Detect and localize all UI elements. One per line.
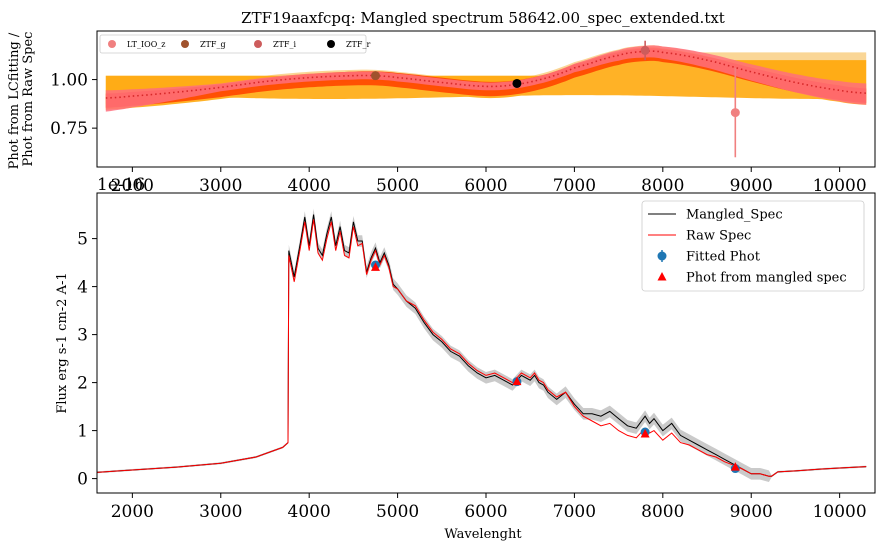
chart-title: ZTF19aaxfcpq: Mangled spectrum 58642.00_… xyxy=(241,9,725,27)
x-tick-label: 8000 xyxy=(641,176,684,196)
mangled-phot-marker xyxy=(370,262,380,271)
bottom-legend: Mangled_Spec Raw Spec Fitted Phot Phot from… xyxy=(641,200,865,292)
x-tick-label: 4000 xyxy=(288,176,331,196)
legend-label-3: Phot from mangled spec xyxy=(686,271,847,286)
top-y-axis-label-line2: Phot from Raw Spec xyxy=(21,32,36,167)
legend-marker-lt_ioo_z xyxy=(108,40,116,48)
ratio-marker xyxy=(512,78,522,88)
x-tick-label: 3000 xyxy=(199,176,242,196)
spectrum-photometry xyxy=(370,260,740,474)
x-tick-label: 3000 xyxy=(199,502,242,522)
top-x-ticks: 2000 3000 4000 5000 6000 7000 8000 9000 10000 xyxy=(111,167,867,196)
legend-marker-ztf_i xyxy=(254,40,262,48)
top-y-axis-label: Phot from LCfitting / Phot from Raw Spec xyxy=(7,29,36,170)
legend-label-ztf_r: ZTF_r xyxy=(346,40,370,49)
y-tick-label: 1.00 xyxy=(50,71,88,91)
x-tick-label: 5000 xyxy=(376,176,419,196)
y-tick-label: 1 xyxy=(77,422,88,442)
series-raw-spec xyxy=(97,219,867,477)
x-tick-label: 8000 xyxy=(641,502,684,522)
legend-label-lt_ioo_z: LT_IOO_z xyxy=(127,40,166,49)
ratio-median-curve xyxy=(105,50,867,99)
legend-label-2: Fitted Phot xyxy=(686,250,761,265)
x-tick-label: 7000 xyxy=(553,176,596,196)
ratio-point-ztf_g xyxy=(370,71,380,81)
spectrum-panel: 2000 3000 4000 5000 6000 7000 8000 9000 10000 0 1… xyxy=(55,192,876,542)
legend-marker-ztf_r xyxy=(327,40,335,48)
x-tick-label: 6000 xyxy=(464,502,507,522)
offset-label: 1e-16 xyxy=(97,175,145,195)
band-pink xyxy=(105,45,867,112)
legend-triangle xyxy=(657,272,667,281)
x-tick-label: 10000 xyxy=(813,176,867,196)
x-tick-label: 5000 xyxy=(376,502,419,522)
ratio-uncertainty-bands xyxy=(105,45,867,112)
x-tick-label: 6000 xyxy=(464,176,507,196)
ratio-marker xyxy=(370,71,380,81)
mangled-phot-marker xyxy=(512,376,522,386)
band-red xyxy=(105,48,867,108)
x-tick-label: 7000 xyxy=(553,502,596,522)
x-tick-label: 2000 xyxy=(111,176,154,196)
legend-label-0: Mangled_Spec xyxy=(686,208,783,223)
y-tick-label: 5 xyxy=(77,230,88,250)
top-y-ticks: 0.75 1.00 xyxy=(50,71,97,139)
x-tick-label: 9000 xyxy=(730,176,773,196)
x-tick-label: 10000 xyxy=(813,502,867,522)
x-tick-label: 4000 xyxy=(288,502,331,522)
mangled-phot-marker xyxy=(730,462,740,471)
legend-marker-ztf_g xyxy=(181,40,189,48)
ratio-point-ztf_i xyxy=(640,40,650,61)
y-tick-label: 0 xyxy=(77,470,88,490)
bottom-y-ticks: 0 1 2 3 4 5 xyxy=(77,230,97,490)
y-tick-label: 0.75 xyxy=(50,119,88,139)
x-axis-label: Wavelenght xyxy=(444,527,522,542)
ratio-photometry-points xyxy=(370,40,740,158)
y-tick-label: 2 xyxy=(77,374,88,394)
ratio-marker xyxy=(730,108,740,118)
x-tick-label: 9000 xyxy=(730,502,773,522)
top-legend: LT_IOO_z ZTF_g ZTF_i ZTF_r xyxy=(99,34,370,54)
bottom-y-axis-label: Flux erg s-1 cm-2 A-1 xyxy=(55,272,70,413)
legend-dot xyxy=(657,251,667,261)
mangled-phot-marker xyxy=(640,428,650,438)
bottom-x-ticks: 2000 3000 4000 5000 6000 7000 8000 9000 10000 xyxy=(111,493,867,522)
spectrum-lines xyxy=(97,208,867,483)
top-y-axis-label-line1: Phot from LCfitting / xyxy=(7,32,22,169)
ratio-marker xyxy=(640,45,650,55)
y-tick-label: 4 xyxy=(77,278,88,298)
series-mangled-spec xyxy=(97,214,867,477)
ratio-point-ztf_r xyxy=(512,78,522,88)
ratio-panel: ZTF19aaxfcpq: Mangled spectrum 58642.00_… xyxy=(7,9,876,196)
legend-label-ztf_g: ZTF_g xyxy=(200,40,226,49)
legend-label-1: Raw Spec xyxy=(686,229,751,244)
x-tick-label: 2000 xyxy=(111,502,154,522)
legend-label-ztf_i: ZTF_i xyxy=(273,40,296,49)
y-tick-label: 3 xyxy=(77,326,88,346)
ratio-point-lt_ioo_z xyxy=(730,67,740,158)
